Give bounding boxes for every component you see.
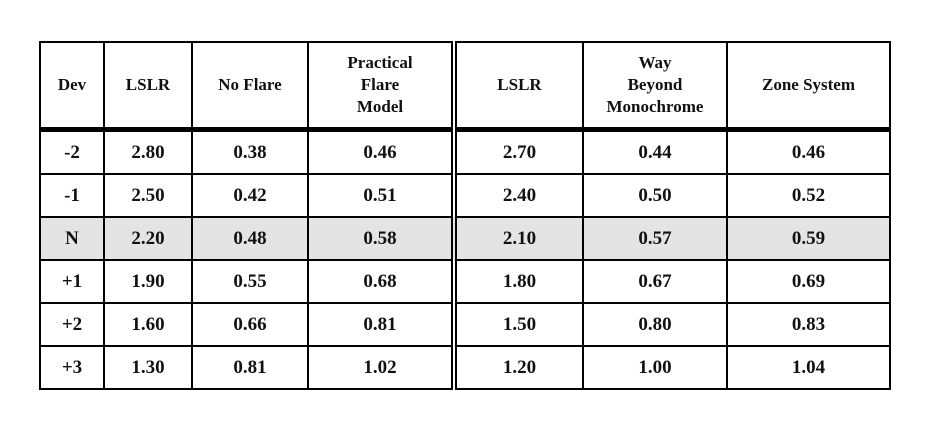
table-cell: 2.80: [103, 128, 193, 175]
table-cell: -2: [39, 128, 105, 175]
table-cell: 0.69: [726, 259, 891, 304]
table-cell: 0.58: [307, 216, 457, 261]
table-cell: 2.20: [103, 216, 193, 261]
table-cell: 1.00: [582, 345, 728, 390]
table-row: +3 1.30 0.81 1.02 1.20 1.00 1.04: [39, 345, 891, 390]
table-cell: 1.20: [453, 345, 584, 390]
table-cell: 0.55: [191, 259, 309, 304]
header-cell: Dev: [39, 41, 105, 132]
table-cell: 2.10: [453, 216, 584, 261]
table-cell: 2.50: [103, 173, 193, 218]
data-table: Dev LSLR No Flare Practical Flare Model LSLR…: [39, 41, 891, 390]
table-cell: 0.38: [191, 128, 309, 175]
table-cell: 0.48: [191, 216, 309, 261]
table-cell: 1.02: [307, 345, 457, 390]
table-cell: 1.30: [103, 345, 193, 390]
table-cell: 1.80: [453, 259, 584, 304]
header-cell: No Flare: [191, 41, 309, 132]
table-cell: 0.46: [726, 128, 891, 175]
table-cell: 0.52: [726, 173, 891, 218]
table-cell: 0.44: [582, 128, 728, 175]
table-cell: 0.59: [726, 216, 891, 261]
table-body: -2 2.80 0.38 0.46 2.70 0.44 0.46 -1 2.50 0.42 0.51…: [39, 128, 891, 390]
table-cell: 1.50: [453, 302, 584, 347]
table-row: +2 1.60 0.66 0.81 1.50 0.80 0.83: [39, 302, 891, 347]
table-cell: 0.42: [191, 173, 309, 218]
table-cell: 0.46: [307, 128, 457, 175]
table-cell: 0.83: [726, 302, 891, 347]
table-cell: 0.50: [582, 173, 728, 218]
table-cell: +3: [39, 345, 105, 390]
table-cell: 0.81: [307, 302, 457, 347]
header-row: Dev LSLR No Flare Practical Flare Model LSLR…: [39, 41, 891, 132]
table-cell: 0.57: [582, 216, 728, 261]
header-cell: Practical Flare Model: [307, 41, 457, 132]
header-cell: LSLR: [453, 41, 584, 132]
table-row: +1 1.90 0.55 0.68 1.80 0.67 0.69: [39, 259, 891, 304]
table-cell: N: [39, 216, 105, 261]
table-cell: 1.60: [103, 302, 193, 347]
table-cell: 0.51: [307, 173, 457, 218]
table-row: N 2.20 0.48 0.58 2.10 0.57 0.59: [39, 216, 891, 261]
table-row: -1 2.50 0.42 0.51 2.40 0.50 0.52: [39, 173, 891, 218]
table-cell: 2.40: [453, 173, 584, 218]
header-cell: LSLR: [103, 41, 193, 132]
header-cell: Way Beyond Monochrome: [582, 41, 728, 132]
table-cell: 0.66: [191, 302, 309, 347]
table-cell: 0.80: [582, 302, 728, 347]
table-cell: +1: [39, 259, 105, 304]
table-cell: 1.04: [726, 345, 891, 390]
table-cell: 0.81: [191, 345, 309, 390]
table-cell: -1: [39, 173, 105, 218]
header-cell: Zone System: [726, 41, 891, 132]
table-cell: 0.67: [582, 259, 728, 304]
table-cell: 0.68: [307, 259, 457, 304]
table-row: -2 2.80 0.38 0.46 2.70 0.44 0.46: [39, 128, 891, 175]
table-cell: 2.70: [453, 128, 584, 175]
table-cell: 1.90: [103, 259, 193, 304]
table-cell: +2: [39, 302, 105, 347]
